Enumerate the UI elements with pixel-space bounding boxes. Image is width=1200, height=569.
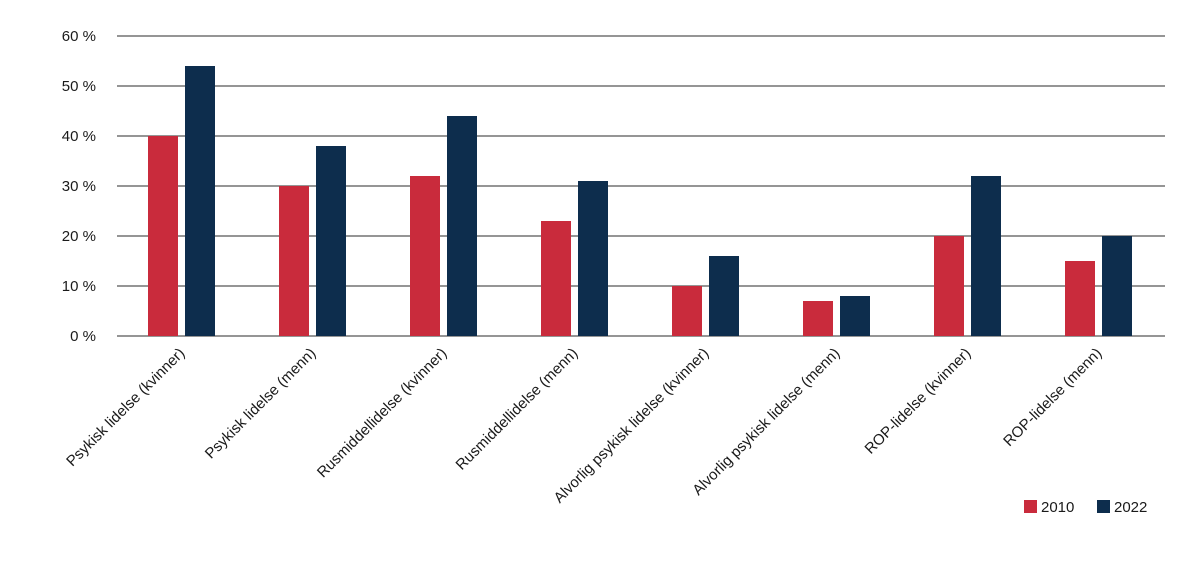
x-axis-category-labels: Psykisk lidelse (kvinner) Psykisk lidelse… [63,345,1105,507]
legend-item-2022: 2022 [1097,499,1147,516]
bar-2022-1 [185,66,215,336]
bar-2010-5 [672,286,702,336]
bar-2022-4 [578,181,608,336]
bar-2022-5 [709,256,739,336]
y-axis-tick-labels: 0 % 10 % 20 % 30 % 40 % 50 % 60 % [62,28,96,345]
bar-2010-8 [1065,261,1095,336]
bar-2022-3 [447,116,477,336]
y-tick-label: 20 % [62,228,96,245]
bar-2022-2 [316,146,346,336]
bar-2022-7 [971,176,1001,336]
category-label: Psykisk lidelse (kvinner) [63,345,188,470]
category-label: Psykisk lidelse (menn) [202,345,320,463]
category-label: Rusmiddellidelse (menn) [453,345,582,474]
legend-swatch [1097,500,1110,513]
category-label: ROP-lidelse (menn) [1000,345,1105,450]
bar-2010-7 [934,236,964,336]
y-tick-label: 0 % [70,328,96,345]
bar-2010-6 [803,301,833,336]
y-tick-label: 50 % [62,78,96,95]
legend-label: 2022 [1114,499,1147,516]
bar-2022-8 [1102,236,1132,336]
bar-2010-1 [148,136,178,336]
y-tick-label: 30 % [62,178,96,195]
category-label: Alvorlig psykisk lidelse (menn) [689,345,843,499]
legend: 2010 2022 [1024,499,1147,516]
bar-2010-3 [410,176,440,336]
legend-label: 2010 [1041,499,1074,516]
category-label: Rusmiddellidelse (kvinner) [314,345,450,481]
bar-2022-6 [840,296,870,336]
bar-2010-4 [541,221,571,336]
category-label: Alvorlig psykisk lidelse (kvinner) [551,345,713,507]
bar-2010-2 [279,186,309,336]
y-tick-label: 60 % [62,28,96,45]
legend-item-2010: 2010 [1024,499,1074,516]
category-label: ROP-lidelse (kvinner) [862,345,975,458]
legend-swatch [1024,500,1037,513]
gridlines [117,35,1165,337]
y-tick-label: 10 % [62,278,96,295]
bars [148,66,1132,336]
y-tick-label: 40 % [62,128,96,145]
